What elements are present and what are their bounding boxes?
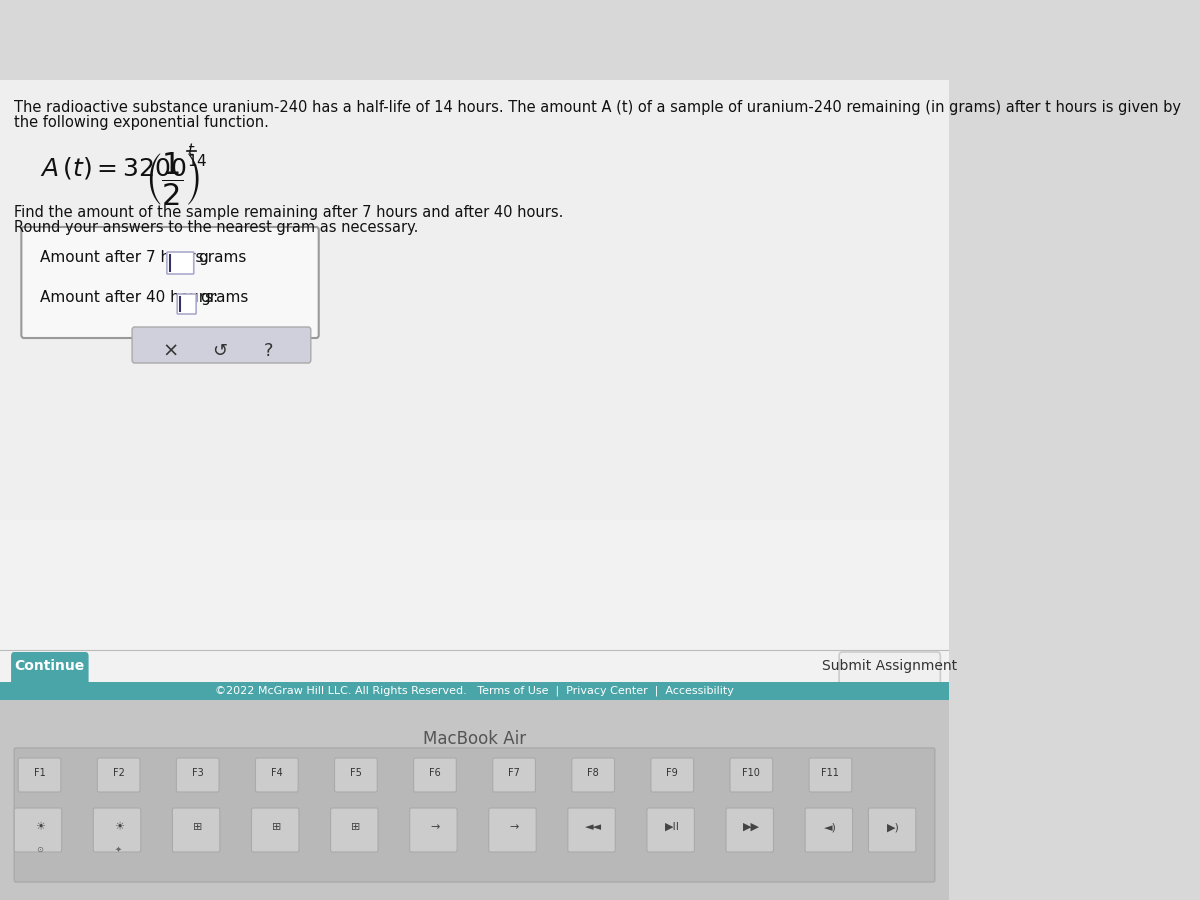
Text: ⊙: ⊙ [36, 845, 43, 854]
Text: F3: F3 [192, 768, 204, 778]
FancyBboxPatch shape [869, 808, 916, 852]
Text: Round your answers to the nearest gram as necessary.: Round your answers to the nearest gram a… [14, 220, 419, 235]
Text: The radioactive substance uranium-240 has a half-life of 14 hours. The amount A : The radioactive substance uranium-240 ha… [14, 100, 1181, 115]
Text: Submit Assignment: Submit Assignment [822, 659, 958, 673]
FancyBboxPatch shape [0, 700, 949, 900]
FancyBboxPatch shape [18, 758, 61, 792]
Text: ⊞: ⊞ [193, 822, 203, 832]
Text: ☀: ☀ [35, 822, 44, 832]
Text: Amount after 7 hours:: Amount after 7 hours: [40, 250, 208, 265]
Text: ⊞: ⊞ [272, 822, 282, 832]
Text: grams: grams [198, 250, 246, 265]
Text: Continue: Continue [14, 659, 85, 673]
Text: →: → [431, 822, 439, 832]
FancyBboxPatch shape [409, 808, 457, 852]
Text: F8: F8 [587, 768, 599, 778]
Text: ×: × [162, 342, 179, 361]
Text: ⊞: ⊞ [352, 822, 360, 832]
FancyBboxPatch shape [0, 80, 949, 700]
FancyBboxPatch shape [132, 327, 311, 363]
FancyBboxPatch shape [14, 808, 61, 852]
Text: $t$: $t$ [187, 142, 196, 158]
Text: F1: F1 [34, 768, 46, 778]
FancyBboxPatch shape [11, 652, 89, 686]
FancyBboxPatch shape [568, 808, 616, 852]
Text: F4: F4 [271, 768, 283, 778]
Text: ↺: ↺ [212, 342, 228, 360]
Text: the following exponential function.: the following exponential function. [14, 115, 269, 130]
Text: ▶II: ▶II [665, 822, 679, 832]
FancyBboxPatch shape [22, 227, 319, 338]
FancyBboxPatch shape [572, 758, 614, 792]
FancyBboxPatch shape [809, 758, 852, 792]
Text: ☀: ☀ [114, 822, 124, 832]
FancyBboxPatch shape [805, 808, 852, 852]
Text: F9: F9 [666, 768, 678, 778]
Text: ▶▶: ▶▶ [743, 822, 760, 832]
Text: ©2022 McGraw Hill LLC. All Rights Reserved.   Terms of Use  |  Privacy Center  |: ©2022 McGraw Hill LLC. All Rights Reserv… [215, 686, 734, 697]
FancyBboxPatch shape [726, 808, 774, 852]
Text: F11: F11 [822, 768, 839, 778]
FancyBboxPatch shape [488, 808, 536, 852]
Text: grams: grams [200, 290, 248, 305]
Text: F7: F7 [508, 768, 520, 778]
FancyBboxPatch shape [647, 808, 695, 852]
FancyBboxPatch shape [330, 808, 378, 852]
FancyBboxPatch shape [0, 80, 949, 520]
FancyBboxPatch shape [0, 682, 949, 700]
Text: F6: F6 [430, 768, 440, 778]
Text: MacBook Air: MacBook Air [422, 730, 526, 748]
Text: $\left(\dfrac{1}{2}\right)$: $\left(\dfrac{1}{2}\right)$ [145, 150, 200, 208]
FancyBboxPatch shape [730, 758, 773, 792]
Text: ?: ? [264, 342, 274, 360]
FancyBboxPatch shape [493, 758, 535, 792]
Text: ◄): ◄) [824, 822, 836, 832]
Text: →: → [509, 822, 518, 832]
FancyBboxPatch shape [94, 808, 140, 852]
FancyBboxPatch shape [173, 808, 220, 852]
FancyBboxPatch shape [167, 252, 193, 274]
Text: ◄◄: ◄◄ [584, 822, 601, 832]
FancyBboxPatch shape [176, 758, 220, 792]
Text: F5: F5 [350, 768, 362, 778]
FancyBboxPatch shape [178, 294, 196, 314]
FancyBboxPatch shape [97, 758, 140, 792]
FancyBboxPatch shape [252, 808, 299, 852]
FancyBboxPatch shape [335, 758, 377, 792]
Text: $14$: $14$ [187, 153, 208, 169]
Text: ▶): ▶) [887, 822, 900, 832]
Text: F10: F10 [743, 768, 761, 778]
FancyBboxPatch shape [14, 748, 935, 882]
FancyBboxPatch shape [414, 758, 456, 792]
FancyBboxPatch shape [650, 758, 694, 792]
FancyBboxPatch shape [256, 758, 298, 792]
Text: F2: F2 [113, 768, 125, 778]
Text: Amount after 40 hours:: Amount after 40 hours: [40, 290, 217, 305]
Text: ✦: ✦ [115, 845, 122, 854]
FancyBboxPatch shape [839, 652, 941, 686]
Text: $A\,(t)=3200$: $A\,(t)=3200$ [40, 155, 186, 181]
Text: Find the amount of the sample remaining after 7 hours and after 40 hours.: Find the amount of the sample remaining … [14, 205, 564, 220]
